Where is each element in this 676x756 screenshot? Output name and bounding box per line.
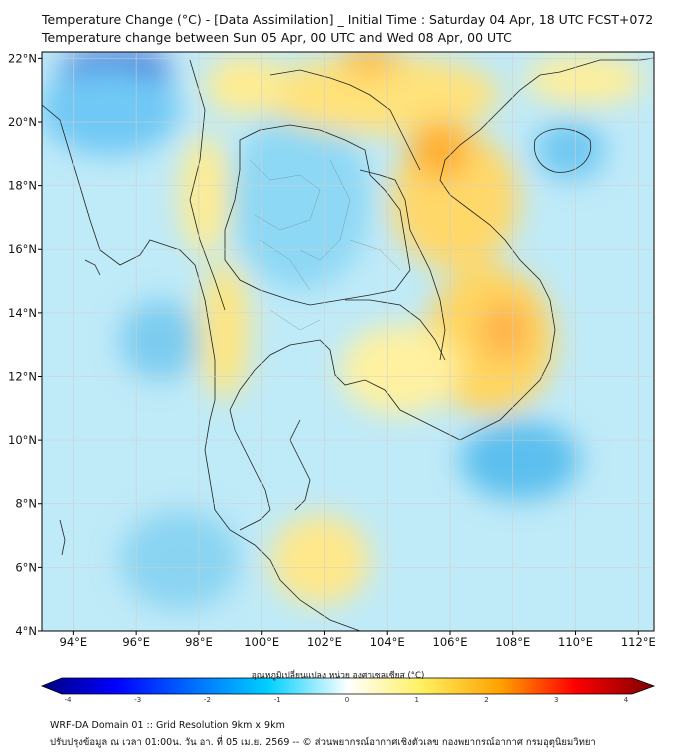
colorbar-tick-label: -4	[65, 696, 73, 704]
lon-tick-label: 108°E	[495, 635, 530, 649]
lon-tick-label: 102°E	[307, 635, 342, 649]
lon-tick-label: 110°E	[558, 635, 593, 649]
lat-tick-label: 4°N	[15, 624, 37, 638]
lat-tick-label: 10°N	[8, 433, 37, 447]
temperature-field	[42, 52, 654, 631]
lon-tick-label: 106°E	[433, 635, 468, 649]
colorbar-tick-label: -2	[204, 696, 211, 704]
lon-tick-label: 104°E	[370, 635, 405, 649]
colorbar-tick-label: 2	[484, 696, 488, 704]
province-borders	[249, 159, 401, 331]
coastline-borders	[42, 57, 654, 631]
page-title: Temperature Change (°C) - [Data Assimila…	[42, 12, 654, 27]
lon-tick-label: 94°E	[60, 635, 88, 649]
lon-tick-label: 96°E	[122, 635, 150, 649]
map-frame	[41, 51, 655, 632]
colorbar-tick-label: 0	[345, 696, 349, 704]
colorbar-tick-label: -1	[274, 696, 281, 704]
lat-tick-label: 14°N	[8, 306, 37, 320]
lon-tick-label: 98°E	[185, 635, 213, 649]
lat-tick-label: 6°N	[15, 560, 37, 574]
lat-tick-label: 20°N	[8, 115, 37, 129]
gridlines	[42, 52, 654, 632]
lat-tick-label: 8°N	[15, 497, 37, 511]
colorbar-tick-label: 3	[554, 696, 558, 704]
colorbar-tick-label: 4	[624, 696, 629, 704]
lon-tick-label: 100°E	[244, 635, 279, 649]
lat-tick-label: 16°N	[8, 242, 37, 256]
footer-line-2: ปรับปรุงข้อมูล ณ เวลา 01:00น. วัน อา. ที…	[50, 737, 596, 748]
colorbar-tick-label: -3	[134, 696, 141, 704]
axis-labels: 94°E 96°E 98°E 100°E 102°E 104°E 106°E 108°E 110…	[8, 51, 656, 649]
page-subtitle: Temperature change between Sun 05 Apr, 0…	[42, 30, 512, 45]
colorbar	[40, 677, 656, 695]
footer-line-1: WRF-DA Domain 01 :: Grid Resolution 9km …	[50, 720, 285, 731]
lat-tick-label: 22°N	[8, 51, 37, 65]
colorbar-tick-label: 1	[415, 696, 419, 704]
colorbar-ticks: -4 -3 -2 -1 0 1 2 3 4	[65, 696, 629, 704]
colorbar-label: อุณหภูมิเปลี่ยนแปลง หน่วย องศาเซลเซียส (…	[251, 671, 425, 681]
lat-tick-label: 12°N	[8, 369, 37, 383]
lat-tick-label: 18°N	[8, 179, 37, 193]
lon-tick-label: 112°E	[621, 635, 656, 649]
